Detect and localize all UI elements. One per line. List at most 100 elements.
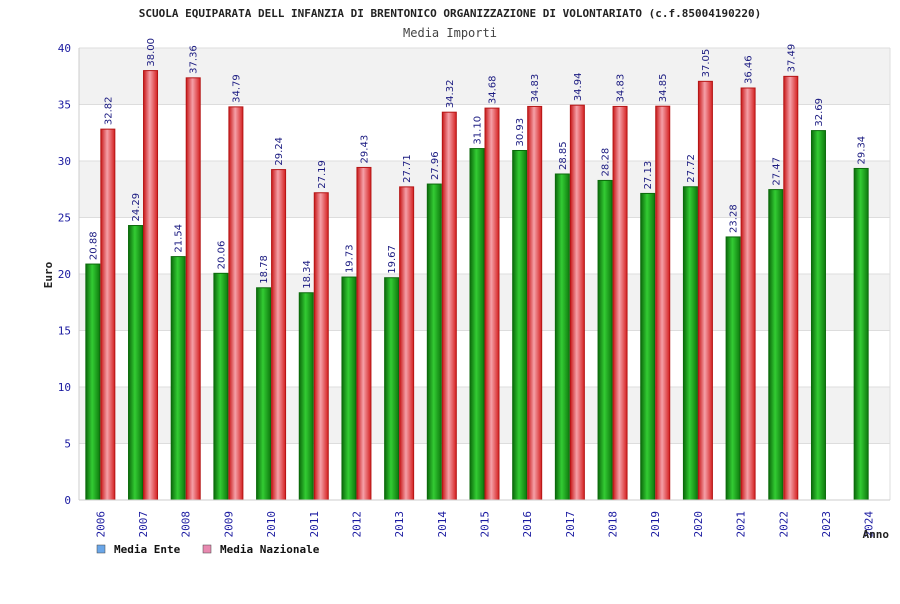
bar-media-nazionale xyxy=(655,105,671,501)
x-tick-label: 2014 xyxy=(436,511,449,538)
x-tick-label: 2009 xyxy=(222,511,235,538)
data-label: 38.00 xyxy=(146,38,157,67)
x-tick-label: 2020 xyxy=(692,511,705,538)
data-label: 37.49 xyxy=(786,44,797,73)
data-label: 34.32 xyxy=(445,80,456,109)
data-label: 32.82 xyxy=(103,96,114,125)
x-tick-label: 2018 xyxy=(607,511,620,538)
data-label: 37.05 xyxy=(701,49,712,78)
data-label: 24.29 xyxy=(131,193,142,222)
x-tick-label: 2016 xyxy=(521,511,534,538)
bar-media-nazionale xyxy=(313,192,329,501)
data-label: 34.83 xyxy=(616,74,627,103)
x-tick-label: 2008 xyxy=(180,511,193,538)
bar-media-ente xyxy=(725,236,741,501)
data-labels: 20.88 24.29 21.54 20.06 18.78 18.34 19.73 19.67… xyxy=(88,38,867,289)
data-label: 34.85 xyxy=(658,74,669,103)
y-tick-label: 5 xyxy=(64,438,71,451)
data-label: 20.88 xyxy=(88,231,99,260)
data-label: 34.83 xyxy=(530,74,541,103)
bar-media-ente xyxy=(682,186,698,501)
x-axis-title: Anno xyxy=(863,528,890,541)
bar-media-ente xyxy=(213,272,229,501)
chart-subtitle: Media Importi xyxy=(403,26,497,40)
bar-media-nazionale xyxy=(484,107,500,501)
bar-media-ente xyxy=(298,292,314,501)
y-axis-title: Euro xyxy=(42,261,55,288)
bar-media-nazionale xyxy=(569,104,585,501)
bar-media-nazionale xyxy=(697,80,713,501)
bar-media-ente xyxy=(426,183,442,501)
data-label: 30.93 xyxy=(515,118,526,147)
y-axis: 0 5 10 15 20 25 30 35 40 xyxy=(58,42,80,507)
bar-media-nazionale xyxy=(271,169,287,501)
bar-media-ente xyxy=(640,192,656,501)
data-label: 27.47 xyxy=(771,157,782,186)
bar-media-ente xyxy=(512,149,528,501)
y-tick-label: 40 xyxy=(58,42,71,55)
x-tick-label: 2007 xyxy=(137,511,150,538)
data-label: 34.68 xyxy=(488,75,499,104)
data-label: 36.46 xyxy=(744,55,755,84)
x-tick-label: 2006 xyxy=(94,511,107,538)
bar-media-nazionale xyxy=(356,166,372,501)
y-tick-label: 25 xyxy=(58,212,71,225)
data-label: 29.43 xyxy=(359,135,370,164)
data-label: 27.71 xyxy=(402,154,413,183)
x-tick-label: 2023 xyxy=(820,511,833,538)
legend-label-ente: Media Ente xyxy=(114,543,181,556)
x-tick-label: 2011 xyxy=(308,511,321,538)
x-tick-label: 2015 xyxy=(479,511,492,538)
bar-media-nazionale xyxy=(612,105,628,501)
legend-swatch-ente xyxy=(96,544,106,554)
bar-media-nazionale xyxy=(100,128,116,501)
bar-media-ente xyxy=(853,167,869,501)
bar-media-ente xyxy=(810,130,826,501)
bar-media-nazionale xyxy=(783,75,799,501)
data-label: 37.36 xyxy=(189,45,200,74)
data-label: 18.34 xyxy=(302,260,313,289)
bars xyxy=(85,70,869,501)
bar-media-nazionale xyxy=(185,77,201,501)
legend-label-nazionale: Media Nazionale xyxy=(220,543,320,556)
legend-swatch-nazionale xyxy=(202,544,212,554)
y-tick-label: 20 xyxy=(58,268,71,281)
data-label: 28.28 xyxy=(601,148,612,177)
bar-media-ente xyxy=(341,276,357,501)
x-tick-label: 2013 xyxy=(393,511,406,538)
bar-media-nazionale xyxy=(527,105,543,501)
x-tick-label: 2021 xyxy=(735,511,748,538)
data-label: 28.85 xyxy=(558,141,569,170)
y-tick-label: 15 xyxy=(58,325,71,338)
bar-media-ente xyxy=(469,148,485,501)
bar-media-nazionale xyxy=(143,70,159,501)
x-tick-label: 2017 xyxy=(564,511,577,538)
y-tick-label: 10 xyxy=(58,381,71,394)
data-label: 21.54 xyxy=(174,224,185,253)
data-label: 31.10 xyxy=(473,116,484,145)
data-label: 19.73 xyxy=(344,244,355,273)
x-tick-label: 2024 xyxy=(863,511,876,538)
x-tick-label: 2019 xyxy=(649,511,662,538)
y-tick-label: 0 xyxy=(64,494,71,507)
data-label: 27.96 xyxy=(430,151,441,180)
bar-media-ente xyxy=(256,287,272,501)
x-tick-label: 2022 xyxy=(777,511,790,538)
legend: Media Ente Media Nazionale xyxy=(96,543,320,556)
data-label: 27.19 xyxy=(317,160,328,189)
bar-media-ente xyxy=(128,225,144,501)
bar-media-ente xyxy=(85,263,101,501)
data-label: 32.69 xyxy=(814,98,825,127)
x-tick-label: 2012 xyxy=(350,511,363,538)
data-label: 34.79 xyxy=(231,74,242,103)
data-label: 18.78 xyxy=(259,255,270,284)
bar-media-nazionale xyxy=(441,111,457,501)
bar-media-ente xyxy=(768,189,784,501)
data-label: 19.67 xyxy=(387,245,398,274)
chart-title: SCUOLA EQUIPARATA DELL INFANZIA DI BRENT… xyxy=(139,7,762,20)
bar-media-nazionale xyxy=(399,186,415,501)
bar-media-ente xyxy=(554,173,570,501)
data-label: 23.28 xyxy=(729,204,740,233)
